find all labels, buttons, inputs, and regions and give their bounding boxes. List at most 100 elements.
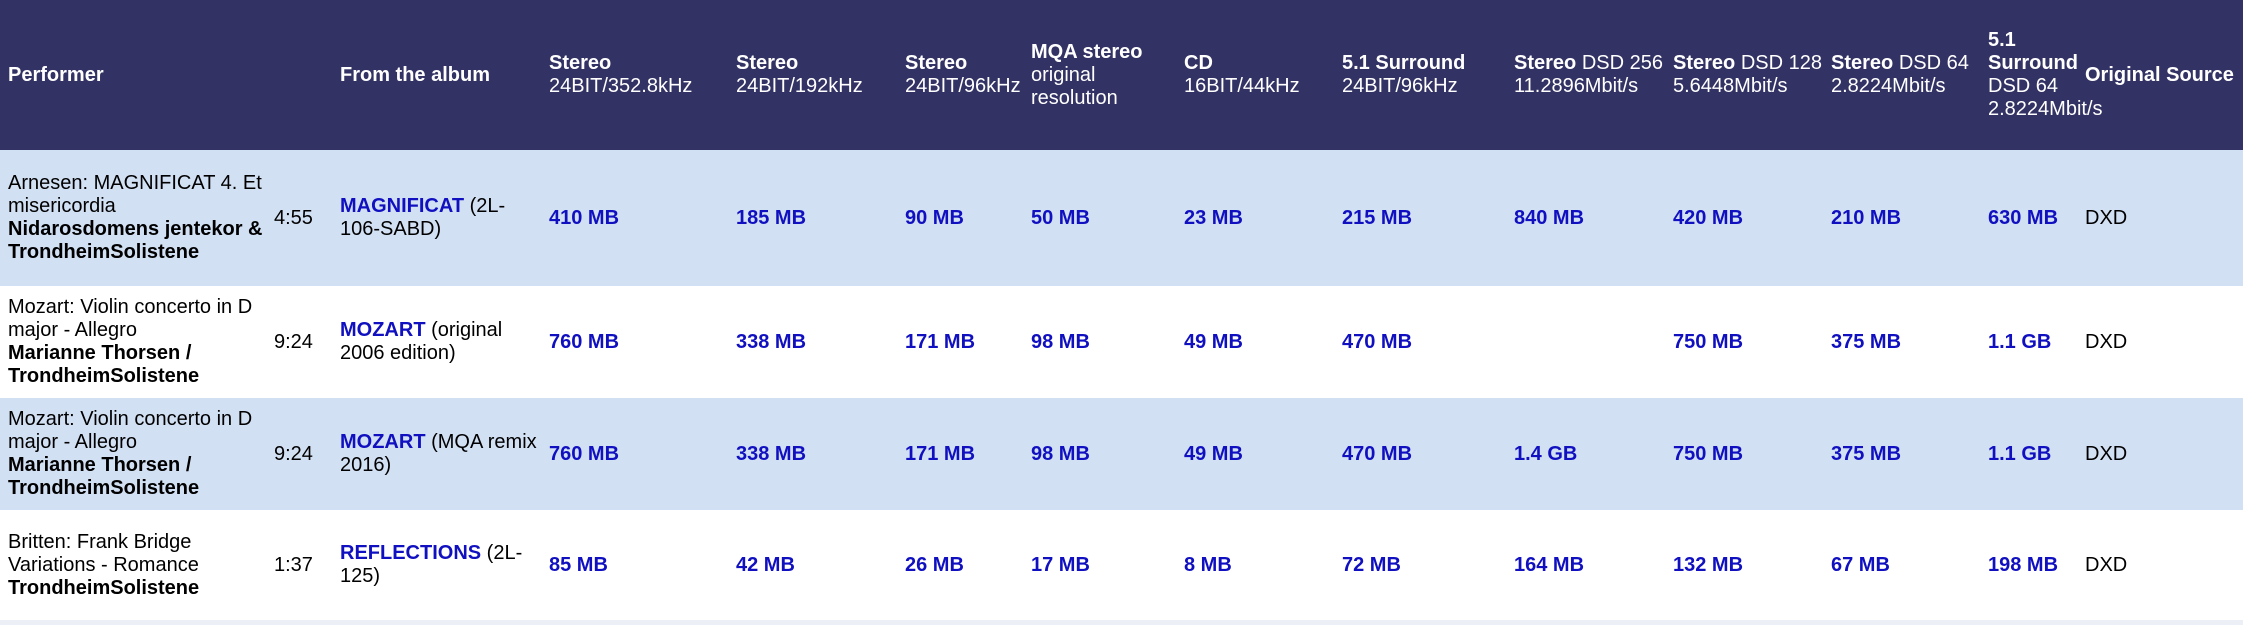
download-link-stereo-192[interactable]: 338 MB — [736, 330, 807, 353]
album-link[interactable]: MOZART — [340, 319, 426, 341]
size-cell-dsd128: 750 MB — [1665, 286, 1823, 398]
album-cell: MOZART (original 2006 edition) — [332, 286, 541, 398]
download-link-dsd256[interactable]: 164 MB — [1514, 553, 1585, 576]
download-link-stereo-352[interactable]: 85 MB — [549, 553, 608, 576]
performer-cell: Britten: Frank Bridge Variations - Roman… — [0, 510, 266, 620]
download-link-cd[interactable]: 49 MB — [1184, 330, 1243, 353]
track-title: Arnesen: MAGNIFICAT 4. Et misericordia — [8, 172, 262, 217]
header-stereo-96: Stereo 24BIT/96kHz — [897, 0, 1023, 150]
download-link-stereo-96[interactable]: 90 MB — [905, 206, 964, 229]
size-cell-cd: 49 MB — [1176, 286, 1334, 398]
track-duration: 1:37 — [266, 510, 332, 620]
size-cell-stereo-96: 90 MB — [897, 150, 1023, 286]
size-cell-cd: 49 MB — [1176, 398, 1334, 510]
download-link-surround-dsd64[interactable]: 630 MB — [1988, 206, 2059, 229]
header-dsd256: Stereo DSD 256 11.2896Mbit/s — [1506, 0, 1665, 150]
download-link-surround-dsd64[interactable]: 1.1 GB — [1988, 442, 2052, 465]
album-cell: REFLECTIONS (2L-125) — [332, 510, 541, 620]
download-link-dsd64[interactable]: 210 MB — [1831, 206, 1902, 229]
original-source: DXD — [2077, 150, 2243, 286]
download-link-mqa[interactable]: 98 MB — [1031, 442, 1090, 465]
download-link-dsd128[interactable]: 420 MB — [1673, 206, 1744, 229]
size-cell-dsd128: 132 MB — [1665, 510, 1823, 620]
size-cell-cd: 23 MB — [1176, 150, 1334, 286]
download-link-stereo-96[interactable]: 26 MB — [905, 553, 964, 576]
header-surround-96: 5.1 Surround 24BIT/96kHz — [1334, 0, 1506, 150]
size-cell-stereo-96: 171 MB — [897, 398, 1023, 510]
download-link-stereo-192[interactable]: 185 MB — [736, 206, 807, 229]
download-link-stereo-352[interactable]: 410 MB — [549, 206, 620, 229]
download-link-dsd64[interactable]: 67 MB — [1831, 553, 1890, 576]
download-link-dsd256[interactable]: 1.4 GB — [1514, 442, 1578, 465]
download-link-stereo-352[interactable]: 760 MB — [549, 330, 620, 353]
download-link-surround-dsd64[interactable]: 1.1 GB — [1988, 330, 2052, 353]
download-link-surround-96[interactable]: 470 MB — [1342, 442, 1413, 465]
size-cell-dsd256 — [1506, 286, 1665, 398]
size-cell-surround-dsd64: 1.1 GB — [1980, 286, 2077, 398]
download-link-stereo-192[interactable]: 338 MB — [736, 442, 807, 465]
size-cell-stereo-352: 410 MB — [541, 150, 728, 286]
size-cell-cd: 8 MB — [1176, 510, 1334, 620]
album-link[interactable]: MOZART — [340, 431, 426, 453]
size-cell-dsd128: 750 MB — [1665, 398, 1823, 510]
download-link-dsd256[interactable]: 840 MB — [1514, 206, 1585, 229]
album-catalog-note: (2L-125) — [340, 542, 523, 587]
size-cell-mqa: 17 MB — [1023, 510, 1176, 620]
size-cell-dsd64: 375 MB — [1823, 398, 1980, 510]
size-cell-mqa: 50 MB — [1023, 150, 1176, 286]
download-link-cd[interactable]: 8 MB — [1184, 553, 1232, 576]
size-cell-dsd64: 375 MB — [1823, 286, 1980, 398]
download-link-surround-96[interactable]: 470 MB — [1342, 330, 1413, 353]
size-cell-stereo-96: 171 MB — [897, 286, 1023, 398]
track-title: Mozart: Violin concerto in D major - All… — [8, 296, 253, 341]
download-link-dsd128[interactable]: 750 MB — [1673, 442, 1744, 465]
table-row: Mozart: Violin concerto in D major - All… — [0, 286, 2243, 398]
header-stereo-192: Stereo 24BIT/192kHz — [728, 0, 897, 150]
download-link-surround-96[interactable]: 72 MB — [1342, 553, 1401, 576]
download-link-cd[interactable]: 49 MB — [1184, 442, 1243, 465]
size-cell-stereo-192: 185 MB — [728, 150, 897, 286]
table-row: Britten: Frank Bridge Variations - Roman… — [0, 510, 2243, 620]
album-link[interactable]: REFLECTIONS — [340, 542, 482, 564]
download-link-stereo-96[interactable]: 171 MB — [905, 442, 976, 465]
size-cell-stereo-192: 42 MB — [728, 510, 897, 620]
performer-cell: Arnesen: MAGNIFICAT 4. Et misericordia Ni… — [0, 150, 266, 286]
download-link-surround-96[interactable]: 215 MB — [1342, 206, 1413, 229]
download-link-dsd128[interactable]: 132 MB — [1673, 553, 1744, 576]
track-duration: 9:24 — [266, 398, 332, 510]
size-cell-stereo-352: 760 MB — [541, 286, 728, 398]
header-performer: Performer — [0, 0, 266, 150]
download-link-mqa[interactable]: 50 MB — [1031, 206, 1090, 229]
size-cell-mqa: 98 MB — [1023, 286, 1176, 398]
track-artist: Nidarosdomens jentekor & TrondheimSolist… — [8, 218, 263, 263]
download-link-stereo-96[interactable]: 171 MB — [905, 330, 976, 353]
download-link-mqa[interactable]: 98 MB — [1031, 330, 1090, 353]
album-cell: MAGNIFICAT (2L-106-SABD) — [332, 150, 541, 286]
size-cell-stereo-352: 85 MB — [541, 510, 728, 620]
track-artist: Marianne Thorsen / TrondheimSolistene — [8, 342, 200, 387]
header-original-source: Original Source — [2077, 0, 2243, 150]
download-link-surround-dsd64[interactable]: 198 MB — [1988, 553, 2059, 576]
size-cell-surround-dsd64: 1.1 GB — [1980, 398, 2077, 510]
size-cell-surround-dsd64: 198 MB — [1980, 510, 2077, 620]
size-cell-dsd64: 210 MB — [1823, 150, 1980, 286]
performer-cell: Mozart: Violin concerto in D major - All… — [0, 398, 266, 510]
album-link[interactable]: MAGNIFICAT — [340, 195, 465, 217]
track-artist: Marianne Thorsen / TrondheimSolistene — [8, 454, 200, 499]
download-link-cd[interactable]: 23 MB — [1184, 206, 1243, 229]
download-link-dsd64[interactable]: 375 MB — [1831, 442, 1902, 465]
original-source: DXD — [2077, 398, 2243, 510]
download-link-mqa[interactable]: 17 MB — [1031, 553, 1090, 576]
track-duration: 9:24 — [266, 286, 332, 398]
download-link-dsd64[interactable]: 375 MB — [1831, 330, 1902, 353]
original-source: DXD — [2077, 510, 2243, 620]
size-cell-stereo-96: 26 MB — [897, 510, 1023, 620]
download-link-stereo-192[interactable]: 42 MB — [736, 553, 795, 576]
size-cell-dsd64: 67 MB — [1823, 510, 1980, 620]
header-album: From the album — [332, 0, 541, 150]
download-link-dsd128[interactable]: 750 MB — [1673, 330, 1744, 353]
size-cell-surround-96: 470 MB — [1334, 286, 1506, 398]
album-catalog-note: (MQA remix 2016) — [340, 431, 537, 476]
download-link-stereo-352[interactable]: 760 MB — [549, 442, 620, 465]
size-cell-mqa: 98 MB — [1023, 398, 1176, 510]
